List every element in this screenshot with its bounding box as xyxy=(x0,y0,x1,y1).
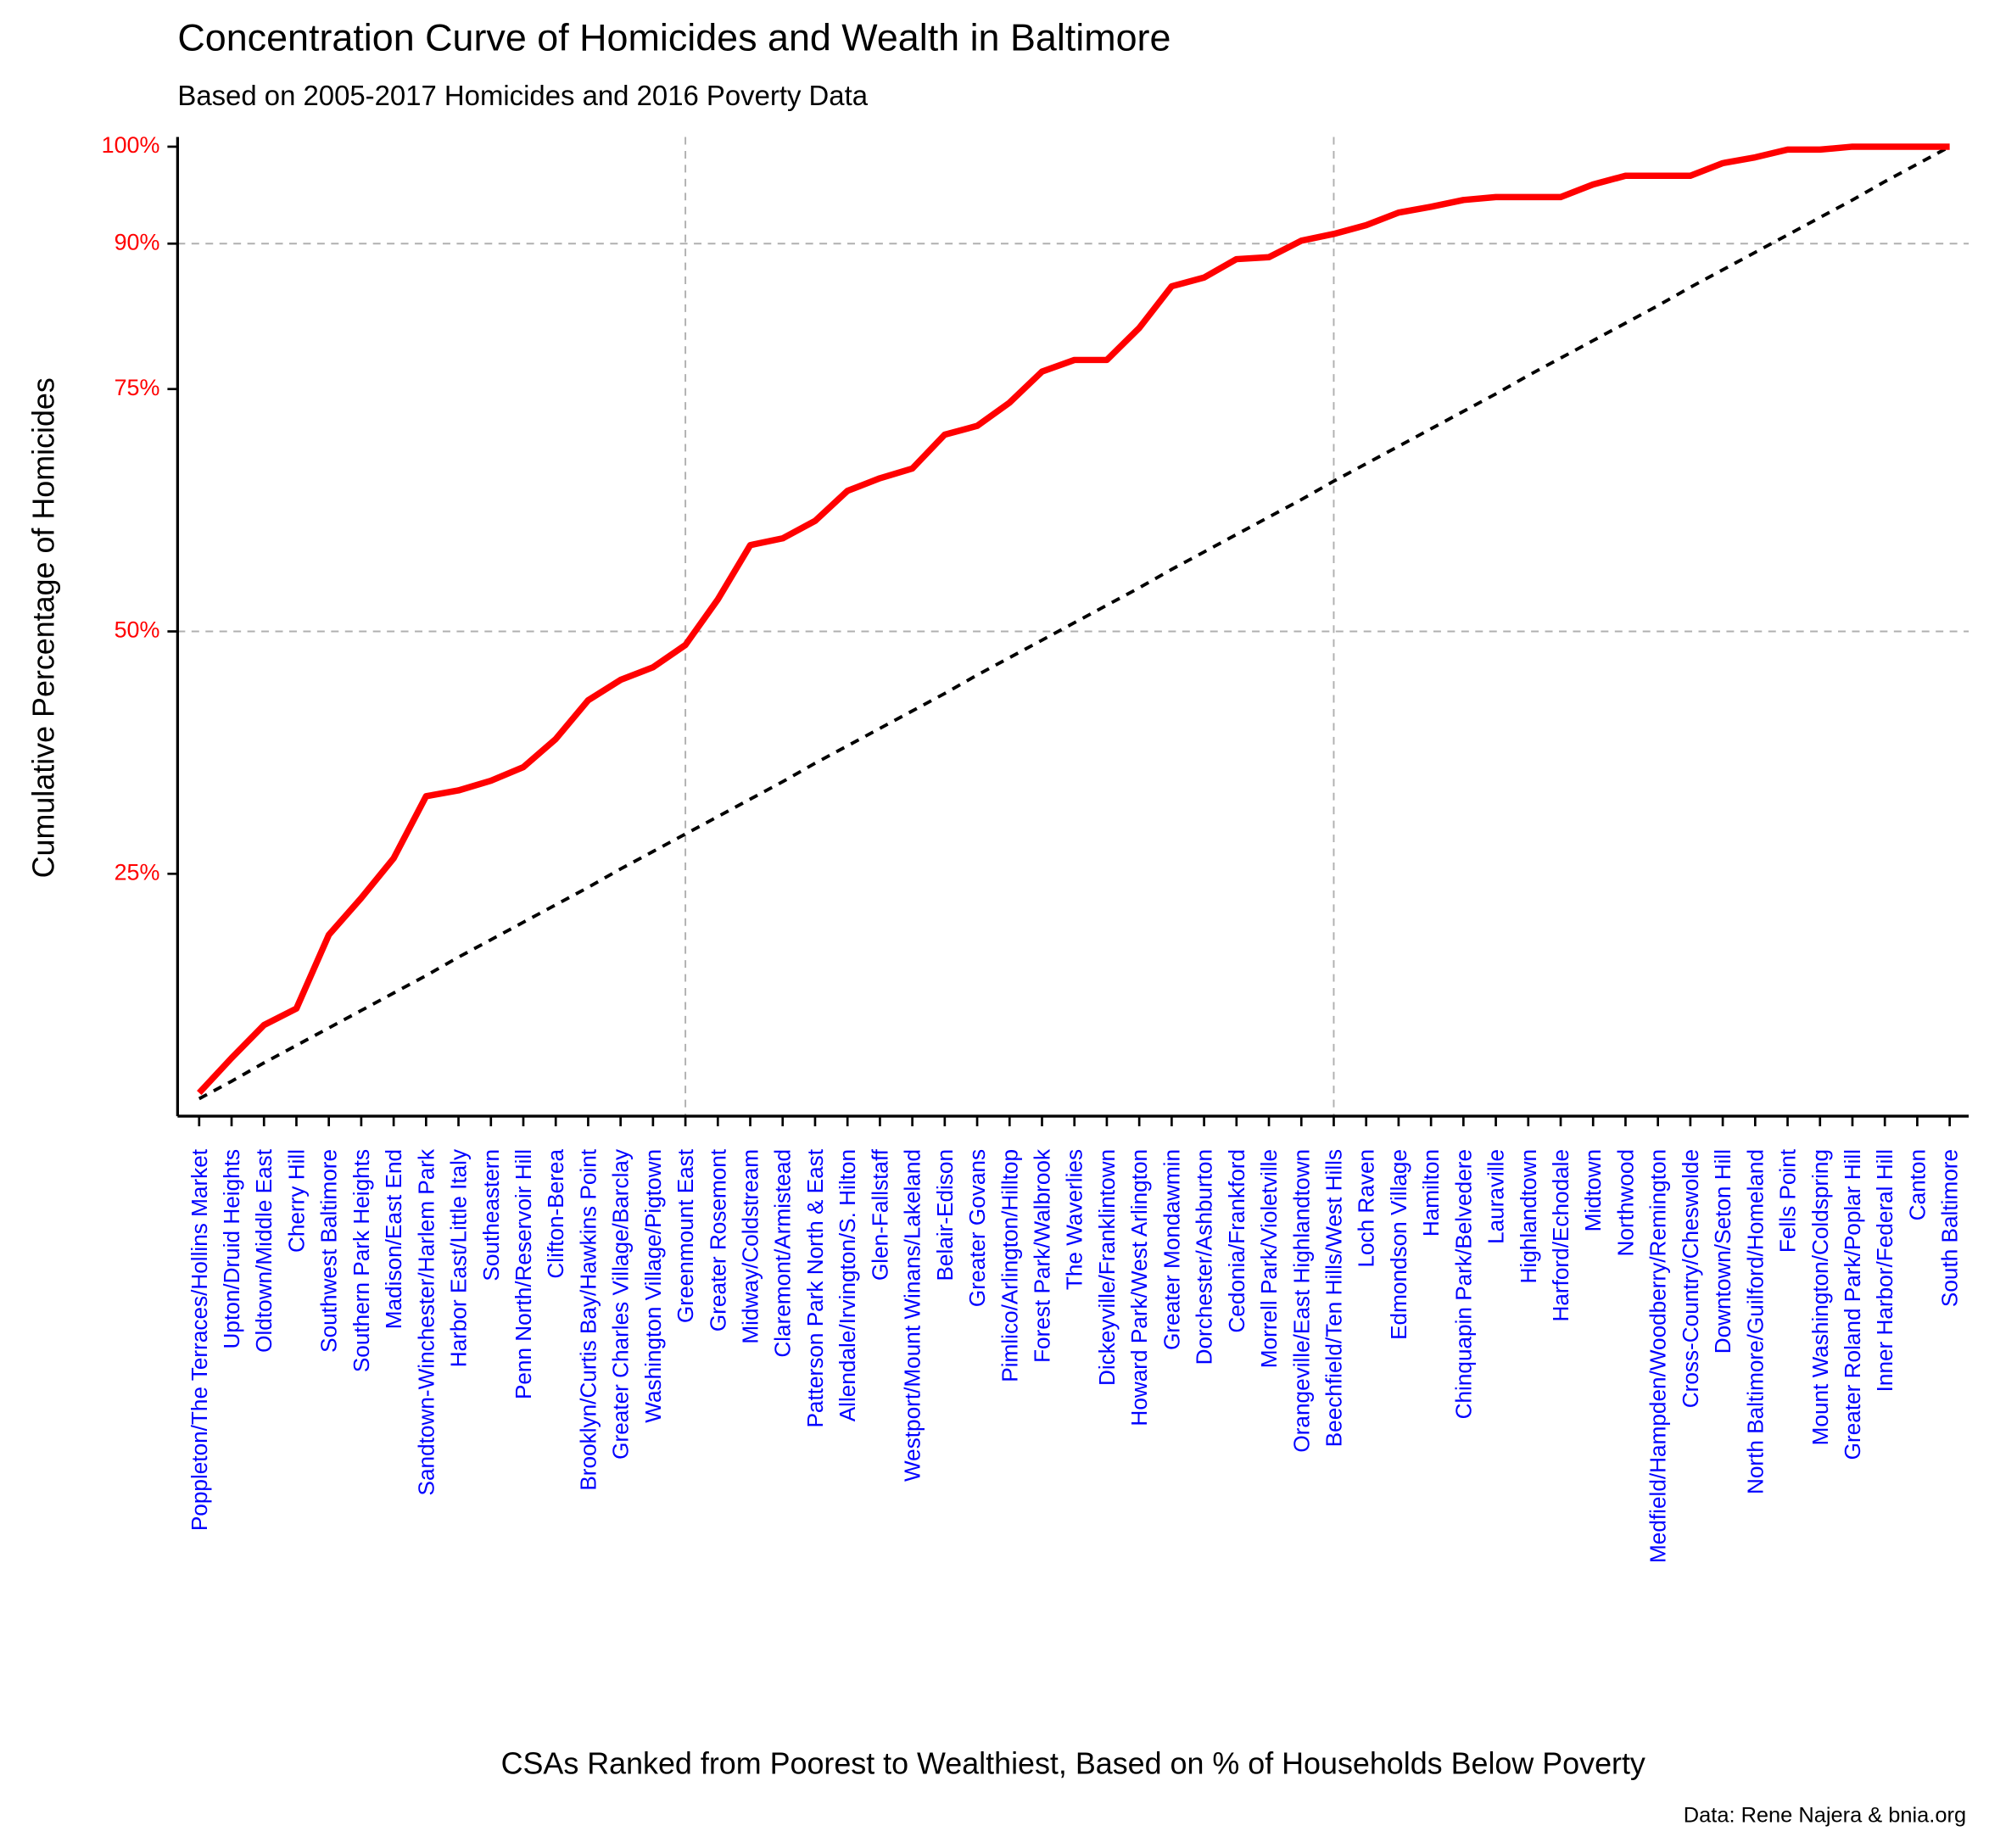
x-tick-label: Cherry Hill xyxy=(283,1149,309,1253)
x-tick-label: Claremont/Armistead xyxy=(770,1149,796,1358)
x-tick-label: Dorchester/Ashburton xyxy=(1192,1149,1217,1365)
x-tick-label: Highlandtown xyxy=(1516,1149,1541,1283)
x-tick-label: Clifton-Berea xyxy=(543,1149,568,1279)
x-tick-label: Orangeville/East Highlandtown xyxy=(1288,1149,1314,1453)
y-tick-label: 25% xyxy=(115,859,160,885)
x-tick-label: Southwest Baltimore xyxy=(316,1149,342,1353)
x-tick-label: Cross-Country/Cheswolde xyxy=(1678,1149,1703,1408)
x-tick-label: Loch Raven xyxy=(1354,1149,1379,1268)
x-tick-label: Greater Govans xyxy=(964,1149,990,1307)
x-tick-label: Penn North/Reservoir Hill xyxy=(511,1149,536,1399)
x-tick-label: Dickeyville/Franklintown xyxy=(1094,1149,1120,1386)
x-tick-label: Harbor East/Little Italy xyxy=(446,1148,472,1367)
x-tick-label: Beechfield/Ten Hills/West Hills xyxy=(1321,1149,1346,1447)
y-axis-label: Cumulative Percentage of Homicides xyxy=(26,377,60,878)
x-tick-label: Glen-Fallstaff xyxy=(867,1148,892,1281)
x-tick-label: Greenmount East xyxy=(673,1148,698,1323)
x-tick-label: Mount Washington/Coldspring xyxy=(1807,1149,1833,1445)
x-tick-label: Canton xyxy=(1904,1149,1930,1220)
x-axis-label: CSAs Ranked from Poorest to Wealthiest, … xyxy=(501,1746,1645,1780)
x-tick-label: Allendale/Irvington/S. Hilton xyxy=(835,1149,860,1421)
x-tick-label: Westport/Mount Winans/Lakeland xyxy=(900,1149,925,1482)
x-tick-label: South Baltimore xyxy=(1937,1149,1963,1307)
x-tick-label: Inner Harbor/Federal Hill xyxy=(1872,1149,1897,1392)
x-tick-label: Cedonia/Frankford xyxy=(1224,1149,1249,1333)
x-tick-label: Howard Park/West Arlington xyxy=(1126,1149,1152,1426)
x-tick-label: Chinquapin Park/Belvedere xyxy=(1450,1149,1476,1419)
x-tick-label: Sandtown-Winchester/Harlem Park xyxy=(413,1148,439,1495)
caption: Data: Rene Najera & bnia.org xyxy=(1684,1803,1966,1827)
x-tick-label: Northwood xyxy=(1612,1149,1638,1257)
x-tick-label: North Baltimore/Guilford/Homeland xyxy=(1742,1149,1768,1494)
x-tick-label: Oldtown/Middle East xyxy=(251,1148,277,1353)
y-tick-label: 100% xyxy=(102,132,160,158)
x-tick-label: Harford/Echodale xyxy=(1548,1149,1573,1322)
series-line xyxy=(197,143,1950,1096)
x-tick-label: Greater Charles Village/Barclay xyxy=(608,1148,634,1460)
x-tick-label: Brooklyn/Curtis Bay/Hawkins Point xyxy=(575,1148,601,1490)
x-tick-label: Madison/East End xyxy=(381,1149,406,1329)
x-tick-label: Greater Roland Park/Poplar Hill xyxy=(1840,1149,1865,1460)
x-tick-label: Southeastern xyxy=(478,1149,504,1281)
x-tick-label: Upton/Druid Heights xyxy=(219,1149,244,1349)
x-tick-label: Patterson Park North & East xyxy=(802,1148,828,1427)
x-tick-label: Belair-Edison xyxy=(932,1149,958,1281)
y-tick-label: 90% xyxy=(115,229,160,254)
x-tick-label: Edmondson Village xyxy=(1386,1149,1411,1340)
y-tick-label: 50% xyxy=(115,617,160,643)
x-tick-label: Downtown/Seton Hill xyxy=(1710,1149,1735,1354)
x-tick-label: Greater Mondawmin xyxy=(1159,1149,1184,1350)
chart-subtitle: Based on 2005-2017 Homicides and 2016 Po… xyxy=(177,80,868,111)
x-tick-label: Medfield/Hampden/Woodberry/Remington xyxy=(1645,1149,1671,1563)
x-tick-label: Fells Point xyxy=(1775,1148,1801,1253)
x-tick-label: Hamilton xyxy=(1418,1149,1444,1237)
x-tick-label: Lauraville xyxy=(1483,1149,1509,1244)
x-tick-label: Greater Rosemont xyxy=(705,1148,730,1332)
x-tick-label: Midway/Coldstream xyxy=(738,1149,763,1344)
series-line xyxy=(198,145,1951,1101)
x-tick-label: Forest Park/Walbrook xyxy=(1029,1148,1054,1363)
x-tick-label: Southern Park Heights xyxy=(349,1149,374,1372)
chart-title: Concentration Curve of Homicides and Wea… xyxy=(177,16,1170,59)
y-tick-label: 75% xyxy=(115,375,160,400)
x-tick-label: Poppleton/The Terraces/Hollins Market xyxy=(187,1148,212,1531)
x-tick-label: Morrell Park/Violetville xyxy=(1256,1149,1282,1368)
x-tick-label: Midtown xyxy=(1580,1149,1606,1231)
x-tick-label: The Waverlies xyxy=(1062,1149,1087,1290)
x-tick-label: Pimlico/Arlington/Hilltop xyxy=(997,1149,1022,1382)
x-tick-label: Washington Village/Pigtown xyxy=(640,1149,666,1423)
